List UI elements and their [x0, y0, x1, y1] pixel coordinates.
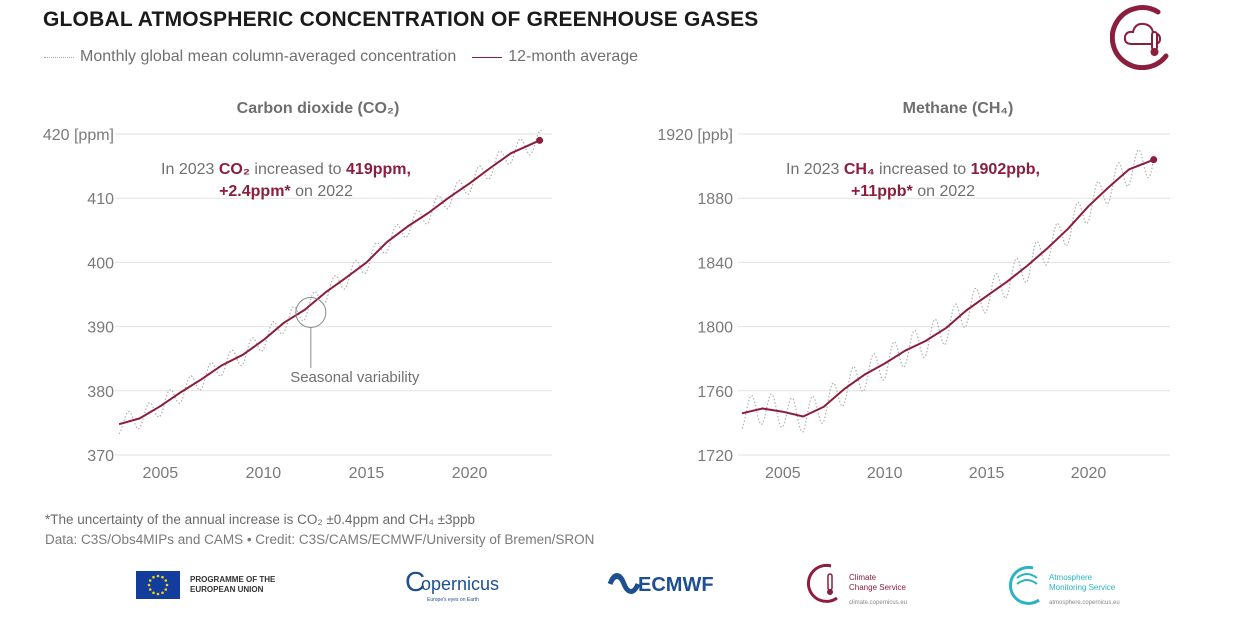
co2-xtick-label: 2005 [143, 465, 179, 482]
c3s-logo-icon: Climate Change Service climate.copernicu… [807, 563, 907, 606]
co2-xtick-label: 2010 [246, 465, 282, 482]
copernicus-tagline: Europe's eyes on Earth [427, 597, 479, 603]
climate-service-logo-icon [1110, 5, 1169, 70]
eu-line-1: PROGRAMME OF THE [190, 575, 276, 584]
legend-average-label: 12-month average [508, 48, 639, 65]
c3s-line-1: Climate [849, 573, 877, 582]
ch4-ytick-label: 1880 [697, 191, 733, 208]
legend-average-swatch [472, 56, 503, 58]
copernicus-logo-icon: C opernicus Europe's eyes on Earth [405, 566, 499, 603]
co2-ytick-label: 400 [87, 255, 114, 272]
cams-url: atmosphere.copernicus.eu [1049, 600, 1120, 606]
ch4-annotation-line: +11ppb* on 2022 [851, 183, 975, 200]
ch4-xtick-label: 2020 [1071, 465, 1107, 482]
ecmwf-logo-icon: ECMWF [607, 573, 714, 596]
co2-endpoint-marker [536, 136, 544, 144]
ch4-xtick-label: 2005 [765, 465, 801, 482]
ch4-endpoint-marker [1150, 156, 1158, 164]
cams-logo-icon: Atmosphere Monitoring Service atmosphere… [1009, 565, 1120, 606]
co2-ytick-label: 410 [87, 191, 114, 208]
ch4-chart-title: Methane (CH₄) [903, 100, 1014, 117]
legend-monthly-label: Monthly global mean column-averaged conc… [80, 48, 457, 65]
cams-line-1: Atmosphere [1049, 573, 1093, 582]
ch4-chart: Methane (CH₄) 1720 1760 1800 1840 1880 1920 [p… [657, 100, 1170, 482]
ch4-annotation-line: In 2023 CH₄ increased to 1902ppb, [786, 161, 1040, 178]
uncertainty-note: *The uncertainty of the annual increase … [45, 512, 476, 527]
co2-ytick-label: 380 [87, 384, 114, 401]
ch4-ytick-label: 1920 [ppb] [657, 127, 733, 144]
eu-line-2: EUROPEAN UNION [190, 585, 264, 594]
co2-chart-title: Carbon dioxide (CO₂) [237, 100, 400, 117]
legend: Monthly global mean column-averaged conc… [44, 45, 638, 69]
eu-programme-label: PROGRAMME OF THE EUROPEAN UNION [190, 575, 300, 595]
co2-xtick-label: 2020 [452, 465, 488, 482]
ch4-xtick-label: 2015 [969, 465, 1005, 482]
c3s-line-2: Change Service [849, 583, 906, 592]
c3s-url: climate.copernicus.eu [849, 600, 907, 606]
eu-flag-icon [136, 571, 180, 599]
ch4-average-line [741, 158, 1155, 418]
co2-annotation-line: +2.4ppm* on 2022 [219, 183, 353, 200]
ch4-xtick-label: 2010 [867, 465, 903, 482]
co2-monthly-line [118, 129, 542, 435]
charts-canvas: Carbon dioxide (CO₂) 370 380 390 400 410 420 [… [43, 100, 1170, 482]
footnote: *The uncertainty of the annual increase … [45, 510, 594, 550]
ch4-ytick-label: 1800 [697, 320, 733, 337]
ch4-ytick-label: 1760 [697, 384, 733, 401]
co2-annotation-line: In 2023 CO₂ increased to 419ppm, [161, 161, 411, 178]
seasonal-variability-label: Seasonal variability [290, 369, 420, 386]
co2-chart: Carbon dioxide (CO₂) 370 380 390 400 410 420 [… [43, 100, 552, 482]
copernicus-c: C [405, 566, 425, 597]
legend-monthly-swatch [44, 56, 74, 58]
copernicus-name: opernicus [421, 574, 499, 594]
ecmwf-name: ECMWF [638, 574, 714, 596]
credit-note: Data: C3S/Obs4MIPs and CAMS • Credit: C3… [45, 532, 595, 547]
co2-average-line [118, 139, 541, 426]
co2-ytick-label: 420 [ppm] [43, 127, 114, 144]
co2-xtick-label: 2015 [349, 465, 385, 482]
co2-ytick-label: 390 [87, 320, 114, 337]
cams-line-2: Monitoring Service [1049, 583, 1116, 592]
ch4-ytick-label: 1720 [697, 448, 733, 465]
page-title: GLOBAL ATMOSPHERIC CONCENTRATION OF GREE… [43, 8, 759, 31]
ch4-ytick-label: 1840 [697, 255, 733, 272]
co2-ytick-label: 370 [87, 448, 114, 465]
partner-logos: PROGRAMME OF THE EUROPEAN UNION C operni… [0, 560, 1256, 610]
